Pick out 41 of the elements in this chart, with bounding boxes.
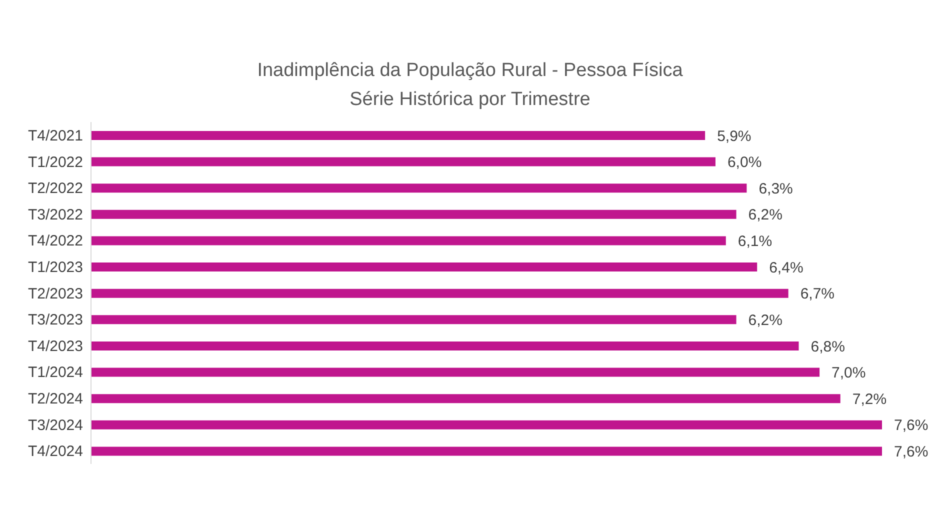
chart-subtitle: Série Histórica por Trimestre [348, 88, 592, 112]
y-tick-label: T4/2021 [28, 127, 83, 144]
data-label: 6,7% [800, 286, 835, 303]
data-label: 6,8% [810, 338, 845, 356]
y-tick-label: T3/2022 [28, 206, 83, 224]
y-tick-label: T1/2024 [28, 364, 83, 382]
y-tick-label: T2/2023 [28, 285, 83, 302]
data-label: 6,2% [748, 206, 782, 224]
bar [91, 446, 882, 456]
data-label: 6,0% [727, 154, 762, 172]
y-tick-label: T4/2022 [28, 232, 83, 250]
bar [91, 131, 706, 140]
data-label: 6,4% [769, 259, 804, 276]
bar [91, 262, 758, 272]
bar [91, 236, 726, 246]
data-label: 5,9% [717, 128, 752, 145]
bar [91, 210, 736, 219]
y-tick-label: T1/2022 [28, 154, 83, 171]
data-label: 6,1% [738, 233, 772, 250]
bar [91, 315, 736, 324]
data-label: 7,0% [832, 364, 866, 382]
y-tick-label: T4/2023 [28, 338, 83, 355]
chart-title: Inadimplência da População Rural - Pessoa Física [256, 59, 684, 83]
y-tick-label: T2/2022 [28, 180, 83, 198]
y-tick-label: T3/2023 [28, 312, 83, 329]
data-label: 6,3% [758, 180, 793, 198]
bar [91, 341, 799, 350]
data-label: 6,2% [748, 312, 782, 329]
bar [91, 288, 788, 298]
bar [91, 420, 882, 430]
bar [91, 394, 840, 404]
y-tick-label: T4/2024 [28, 443, 83, 460]
y-tick-label: T1/2023 [28, 259, 83, 276]
data-label: 7,6% [894, 417, 928, 434]
bar [91, 368, 820, 377]
bar [91, 184, 747, 193]
bar [91, 157, 716, 166]
data-label: 7,2% [852, 390, 887, 408]
data-label: 7,6% [894, 444, 928, 461]
y-tick-label: T2/2024 [28, 390, 83, 408]
y-tick-label: T3/2024 [28, 416, 83, 434]
